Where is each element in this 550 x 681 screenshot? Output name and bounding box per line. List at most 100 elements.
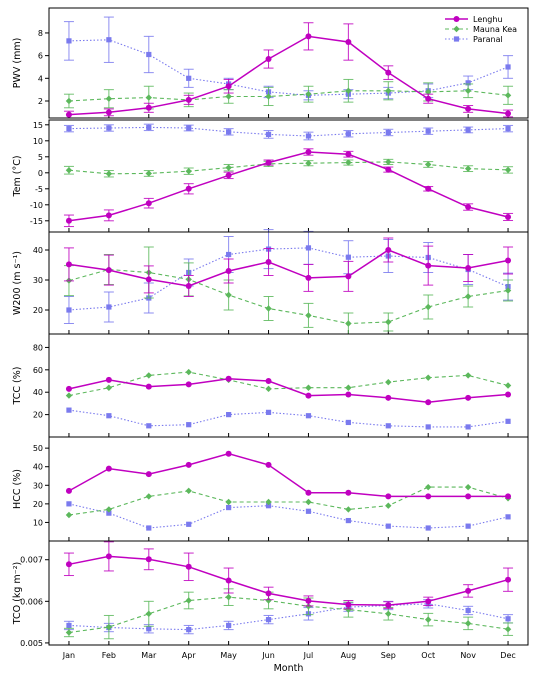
data-point xyxy=(105,465,112,472)
legend-label: Paranal xyxy=(473,35,503,44)
series-lenghu xyxy=(65,375,512,406)
data-point xyxy=(505,110,512,117)
data-point xyxy=(505,126,511,132)
data-point xyxy=(385,69,392,76)
data-point xyxy=(185,487,192,495)
data-point xyxy=(345,254,351,260)
data-point xyxy=(265,305,272,312)
series-lenghu xyxy=(63,237,514,297)
data-point xyxy=(185,563,192,570)
data-point xyxy=(345,320,352,327)
data-point xyxy=(66,126,72,132)
y-tick-label: -10 xyxy=(30,201,43,210)
y-axis-label: W200 (m s⁻¹) xyxy=(12,251,23,315)
y-tick-label: 20 xyxy=(33,411,43,420)
legend-marker xyxy=(453,16,460,22)
y-tick-label: -5 xyxy=(35,185,43,194)
data-point xyxy=(305,508,312,514)
series-mauna-kea xyxy=(63,158,514,178)
data-point xyxy=(345,606,352,613)
data-point xyxy=(145,170,152,177)
data-point xyxy=(305,498,312,506)
y-tick-label: 40 xyxy=(33,463,43,472)
data-point xyxy=(186,125,192,131)
y-tick-label: 15 xyxy=(33,121,43,130)
y-tick-label: 20 xyxy=(33,306,43,315)
series-line xyxy=(68,452,508,498)
data-point xyxy=(265,498,272,506)
data-point xyxy=(106,413,112,419)
data-point xyxy=(465,265,472,271)
y-tick-label: 4 xyxy=(38,74,43,83)
data-point xyxy=(504,625,512,633)
data-point xyxy=(345,151,352,158)
data-point xyxy=(504,166,512,174)
series-paranal xyxy=(63,123,514,141)
data-point xyxy=(505,391,512,398)
data-point xyxy=(65,487,72,494)
data-point xyxy=(504,382,512,389)
data-point xyxy=(265,409,272,415)
data-point xyxy=(345,384,352,391)
data-point xyxy=(505,64,511,70)
data-point xyxy=(65,511,73,519)
data-point xyxy=(504,92,512,99)
data-point xyxy=(425,374,432,381)
panel-frame xyxy=(48,436,529,542)
data-point xyxy=(385,247,392,253)
y-tick-label: 6 xyxy=(38,52,43,61)
data-point xyxy=(226,412,232,418)
data-point xyxy=(305,597,312,604)
data-point xyxy=(145,372,152,379)
series-lenghu xyxy=(63,22,514,119)
y-tick-label: 2 xyxy=(38,97,43,106)
data-point xyxy=(146,51,152,58)
series-line xyxy=(68,409,509,428)
data-point xyxy=(226,129,232,135)
data-point xyxy=(105,170,113,177)
data-point xyxy=(425,493,432,500)
y-tick-label: 40 xyxy=(33,388,43,397)
legend-label: Mauna Kea xyxy=(473,25,517,34)
series-mauna-kea xyxy=(63,246,514,335)
legend-marker xyxy=(453,36,460,42)
data-point xyxy=(505,493,512,500)
series-line xyxy=(68,603,509,631)
series-lenghu xyxy=(65,450,512,500)
x-tick-label: Mar xyxy=(141,651,157,660)
data-point xyxy=(265,159,272,166)
data-point xyxy=(65,261,72,268)
data-point xyxy=(146,423,152,429)
data-point xyxy=(225,593,232,601)
data-point xyxy=(425,399,432,406)
x-tick-label: Jun xyxy=(261,651,275,660)
data-point xyxy=(265,259,272,265)
data-point xyxy=(186,521,192,527)
data-point xyxy=(185,368,192,376)
y-tick-label: 50 xyxy=(33,444,43,453)
data-point xyxy=(265,385,272,393)
panel-4: 20 40 60 80 TCC (%) xyxy=(12,333,529,438)
series-mauna-kea xyxy=(65,483,512,519)
series-line xyxy=(68,555,509,606)
data-point xyxy=(265,93,272,100)
data-point xyxy=(504,287,512,294)
data-point xyxy=(185,96,192,103)
y-tick-label: 10 xyxy=(33,137,43,146)
data-point xyxy=(226,251,232,258)
x-tick-label: Jan xyxy=(62,651,75,660)
data-point xyxy=(105,267,112,274)
data-point xyxy=(186,422,192,428)
data-point xyxy=(385,602,392,609)
series-line xyxy=(68,378,509,404)
series-line xyxy=(68,503,509,529)
data-point xyxy=(425,95,432,102)
data-point xyxy=(305,384,312,391)
data-point xyxy=(345,601,352,608)
data-point xyxy=(425,525,431,531)
data-point xyxy=(305,90,312,98)
data-point xyxy=(505,616,511,622)
data-point xyxy=(345,391,352,398)
data-point xyxy=(305,33,312,40)
